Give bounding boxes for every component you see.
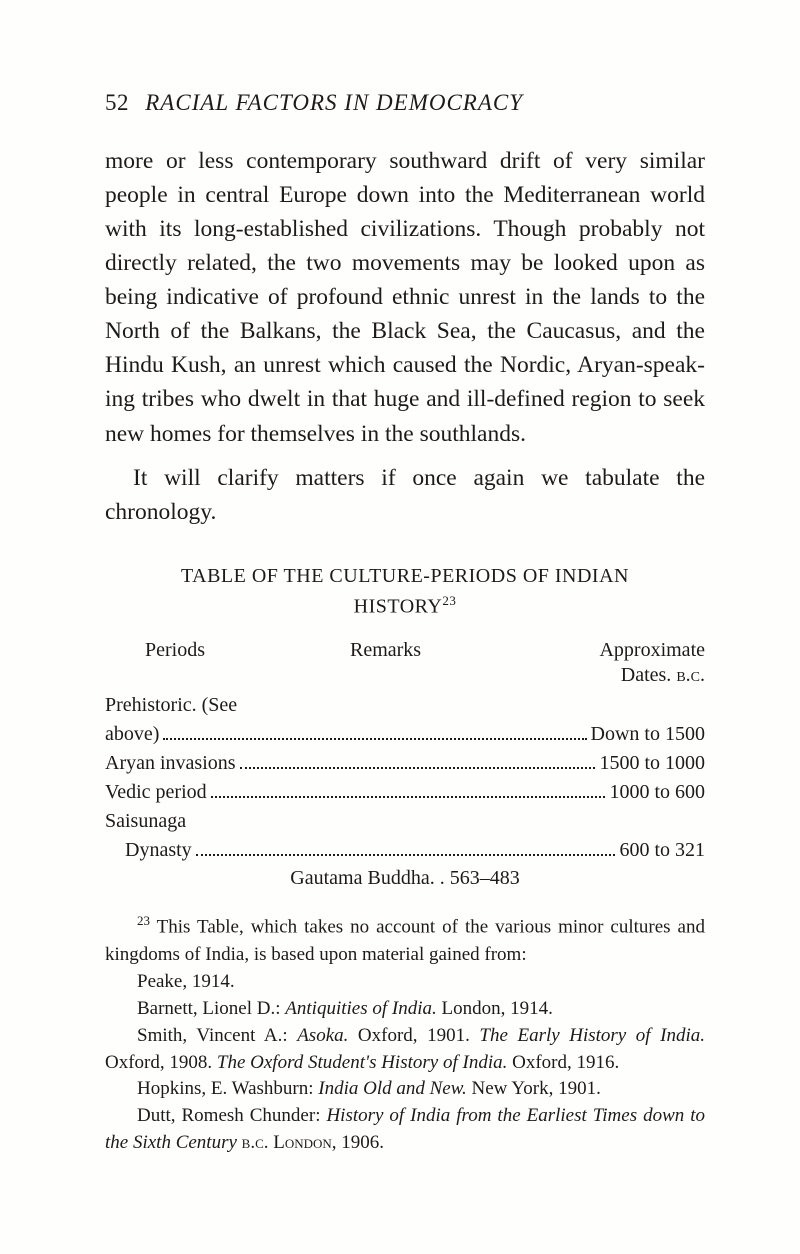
row-aryan: Aryan invasions 1500 to 1000: [105, 749, 705, 778]
col-approximate: Approximate: [540, 639, 705, 662]
table-column-headers: Periods Remarks Approximate: [105, 639, 705, 662]
footnote-sup: 23: [137, 913, 150, 928]
footnote-23: 23 This Table, which takes no account of…: [105, 912, 705, 1157]
table-title-line1: TABLE OF THE CULTURE-PERIODS OF INDIAN: [181, 565, 629, 587]
culture-periods-table: Periods Remarks Approximate Dates. b.c. …: [105, 639, 705, 890]
row-dynasty: Dynasty 600 to 321: [105, 836, 705, 865]
row-aryan-val: 1500 to 1000: [599, 749, 705, 778]
row-above: above) Down to 1500: [105, 720, 705, 749]
leader-dots: [196, 836, 616, 856]
running-title: RACIAL FACTORS IN DEMOCRACY: [145, 90, 523, 115]
row-above-val: Down to 1500: [591, 720, 705, 749]
row-saisunaga-lead: Saisunaga: [105, 807, 705, 836]
table-title: TABLE OF THE CULTURE-PERIODS OF INDIAN H…: [105, 561, 705, 622]
row-vedic-label: Vedic period: [105, 778, 207, 807]
leader-dots: [163, 720, 586, 740]
leader-dots: [240, 749, 596, 769]
footnote-smith: Smith, Vincent A.: Asoka. Oxford, 1901. …: [105, 1023, 705, 1077]
bc-label: b.c.: [676, 664, 705, 686]
body-paragraph-1: more or less contemporary southward drif…: [105, 144, 705, 451]
dates-bc-label: Dates. b.c.: [105, 664, 705, 687]
row-dynasty-label: Dynasty: [105, 836, 192, 865]
page-number: 52: [105, 90, 129, 115]
row-prehistoric-lead: Prehistoric. (See: [105, 691, 705, 720]
dates-label: Dates.: [621, 664, 672, 686]
row-vedic-val: 1000 to 600: [609, 778, 705, 807]
col-remarks: Remarks: [350, 639, 540, 662]
book-page: 52 RACIAL FACTORS IN DEMOCRACY more or l…: [0, 0, 800, 1254]
footnote-lead-text: This Table, which takes no account of th…: [105, 917, 705, 965]
row-dynasty-val: 600 to 321: [619, 836, 705, 865]
footnote-hopkins: Hopkins, E. Washburn: India Old and New.…: [105, 1076, 705, 1103]
table-title-sup: 23: [442, 593, 456, 608]
footnote-lead: 23 This Table, which takes no account of…: [105, 912, 705, 968]
running-head: 52 RACIAL FACTORS IN DEMOCRACY: [105, 90, 705, 116]
leader-dots: [211, 778, 606, 798]
footnote-barnett: Barnett, Lionel D.: Antiquities of India…: [105, 996, 705, 1023]
gautama-buddha-line: Gautama Buddha. . 563–483: [105, 867, 705, 890]
row-vedic: Vedic period 1000 to 600: [105, 778, 705, 807]
col-periods: Periods: [105, 639, 350, 662]
row-above-label: above): [105, 720, 159, 749]
row-aryan-label: Aryan invasions: [105, 749, 236, 778]
table-title-line2: HISTORY: [354, 595, 443, 617]
footnote-peake: Peake, 1914.: [105, 969, 705, 996]
footnote-dutt: Dutt, Romesh Chunder: History of India f…: [105, 1103, 705, 1157]
body-paragraph-2: It will clarify matters if once again we…: [105, 461, 705, 529]
